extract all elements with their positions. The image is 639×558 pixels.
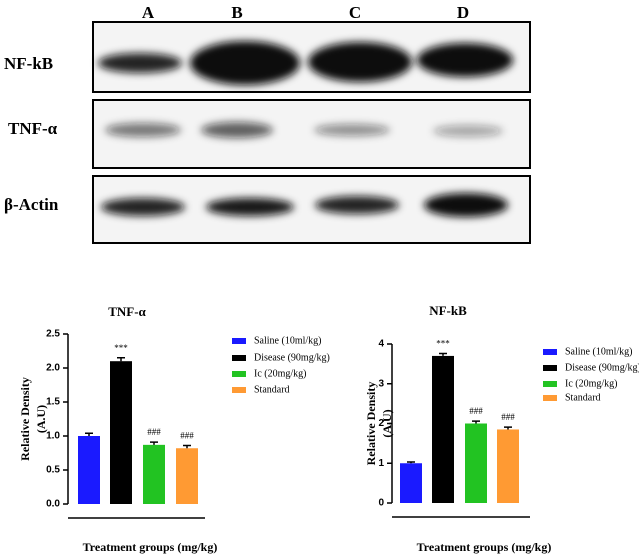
annotation: *** [436, 339, 450, 349]
error-bar [85, 432, 93, 436]
y-axis-label: Relative Density [364, 382, 378, 466]
bar [400, 463, 422, 503]
lane-label: B [231, 3, 242, 22]
bar [465, 423, 487, 503]
error-bar [117, 357, 125, 362]
bar [432, 355, 454, 503]
band [201, 122, 273, 138]
legend-swatch [543, 365, 557, 371]
band [190, 41, 300, 85]
band [105, 123, 181, 137]
y-tick-label: 1.0 [46, 431, 60, 442]
annotation: ### [147, 427, 161, 437]
row-label: NF-kB [4, 54, 53, 73]
bar [497, 429, 519, 503]
y-tick-label: 0 [378, 498, 384, 509]
band [433, 125, 503, 137]
row-label: β-Actin [4, 195, 59, 214]
x-axis-label: Treatment groups (mg/kg) [417, 540, 552, 554]
band [314, 124, 390, 136]
error-bar [472, 420, 480, 424]
band [101, 198, 185, 216]
bands [98, 41, 513, 217]
error-bar [439, 352, 447, 356]
legend-label: Standard [565, 392, 601, 403]
legend-label: Disease (90mg/kg) [254, 352, 330, 363]
legend-label: Disease (90mg/kg) [565, 362, 639, 373]
y-tick-label: 3 [378, 378, 384, 389]
band [424, 193, 508, 217]
annotation: ### [180, 431, 194, 441]
annotation: ### [501, 412, 515, 422]
band [417, 43, 513, 77]
y-axis-label: Relative Density [18, 377, 32, 461]
bar [143, 444, 165, 504]
error-bar [183, 444, 191, 449]
bar [176, 448, 198, 504]
legend-swatch [543, 395, 557, 401]
band [98, 53, 182, 73]
band [308, 42, 412, 82]
y-tick-label: 2.0 [46, 363, 60, 374]
legend-label: Ic (20mg/kg) [565, 378, 618, 389]
legend-swatch [543, 381, 557, 387]
y-tick-label: 2.5 [46, 329, 60, 340]
lane-label: D [457, 3, 469, 22]
legend-swatch [232, 355, 246, 361]
chart-title: TNF-α [108, 304, 146, 319]
y-tick-label: 0.5 [46, 465, 60, 476]
y-axis-label: (A.U) [34, 405, 48, 433]
legend-label: Saline (10ml/kg) [254, 335, 322, 346]
y-tick-label: 1 [378, 458, 384, 469]
annotation: ### [469, 406, 483, 416]
annotation: *** [114, 343, 128, 353]
legend-label: Saline (10ml/kg) [565, 346, 633, 357]
y-tick-label: 1.5 [46, 397, 60, 408]
error-bar [407, 461, 415, 464]
legend-swatch [232, 387, 246, 393]
legend-swatch [232, 371, 246, 377]
row-label: TNF-α [8, 119, 58, 138]
error-bar [504, 426, 512, 430]
band [315, 196, 399, 214]
legend-swatch [232, 338, 246, 344]
blot: A B C D NF-kB TNF-α β-Actin [4, 3, 531, 244]
bar [78, 436, 100, 504]
chart-title: NF-kB [429, 303, 467, 318]
error-bar [150, 441, 158, 445]
y-tick-label: 0.0 [46, 499, 60, 510]
lane-label: A [142, 3, 155, 22]
legend-swatch [543, 349, 557, 355]
x-axis-label: Treatment groups (mg/kg) [83, 540, 218, 554]
y-tick-label: 2 [378, 418, 384, 429]
y-axis-label: (A.U) [380, 409, 394, 437]
lane-label: C [349, 3, 361, 22]
y-tick-label: 4 [378, 339, 384, 350]
bar [110, 361, 132, 504]
legend-label: Ic (20mg/kg) [254, 368, 307, 379]
band [206, 198, 294, 216]
legend-label: Standard [254, 384, 290, 395]
